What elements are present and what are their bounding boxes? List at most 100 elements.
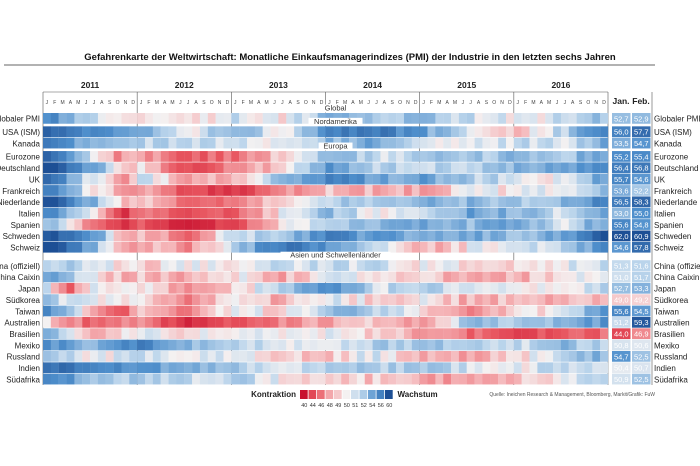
heatmap-cell — [239, 305, 248, 317]
month-label: M — [265, 100, 269, 106]
heatmap-cell — [451, 126, 460, 138]
heatmap-cell — [553, 185, 562, 196]
row-label-left: USA (ISM) — [2, 128, 40, 137]
heatmap-cell — [568, 271, 577, 283]
heatmap-cell — [435, 351, 444, 362]
heatmap-cell — [427, 207, 436, 219]
heatmap-cell — [294, 162, 303, 174]
heatmap-cell — [553, 271, 562, 283]
heatmap-cell — [168, 185, 177, 196]
heatmap-cell — [66, 339, 75, 351]
heatmap-cell — [262, 137, 271, 149]
heatmap-cell — [105, 305, 114, 317]
heatmap-cell — [192, 328, 201, 340]
heatmap-cell — [168, 271, 177, 283]
heatmap-cell — [333, 219, 342, 230]
heatmap-cell — [215, 282, 224, 294]
heatmap-cell — [529, 260, 538, 271]
heatmap-cell — [356, 230, 365, 242]
heatmap-cell — [168, 294, 177, 305]
heatmap-cell — [482, 328, 491, 340]
month-label: M — [453, 100, 457, 106]
heatmap-cell — [498, 294, 507, 305]
heatmap-cell — [403, 230, 412, 242]
heatmap-cell — [317, 339, 326, 351]
heatmap-cell — [443, 241, 452, 253]
heatmap-cell — [380, 316, 389, 328]
legend-tick: 60 — [386, 403, 392, 409]
heatmap-cell — [356, 282, 365, 294]
heatmap-cell — [411, 373, 420, 385]
month-label: M — [531, 100, 535, 106]
heatmap-cell — [458, 113, 467, 124]
heatmap-cell — [388, 185, 397, 196]
heatmap-cell — [145, 362, 154, 374]
heatmap-cell — [168, 260, 177, 271]
heatmap-cell — [121, 230, 130, 242]
heatmap-cell — [568, 294, 577, 305]
heatmap-cell — [592, 260, 601, 271]
heatmap-cell — [278, 271, 287, 283]
heatmap-cell — [82, 260, 91, 271]
heatmap-cell — [270, 271, 279, 283]
legend-tick: 50 — [344, 403, 350, 409]
row-label-left: Deutschland — [0, 164, 40, 173]
heatmap-cell — [105, 294, 114, 305]
heatmap-cell — [458, 185, 467, 196]
heatmap-cell — [466, 282, 475, 294]
heatmap-cell — [553, 373, 562, 385]
heatmap-cell — [43, 126, 51, 138]
heatmap-cell — [451, 230, 460, 242]
heatmap-cell — [482, 260, 491, 271]
heatmap-cell — [600, 196, 609, 208]
heatmap-cell — [176, 351, 185, 362]
heatmap-cell — [97, 151, 106, 162]
heatmap-cell — [325, 162, 334, 174]
heatmap-cell — [427, 137, 436, 149]
heatmap-cell — [403, 207, 412, 219]
month-label: F — [147, 100, 150, 106]
latest-value: 57,7 — [634, 128, 649, 137]
heatmap-cell — [443, 351, 452, 362]
heatmap-cell — [545, 151, 554, 162]
heatmap-cell — [451, 113, 460, 124]
heatmap-cell — [121, 162, 130, 174]
heatmap-cell — [600, 260, 609, 271]
heatmap-cell — [192, 207, 201, 219]
heatmap-cell — [521, 241, 530, 253]
heatmap-cell — [474, 196, 483, 208]
heatmap-cell — [396, 196, 405, 208]
heatmap-cell — [317, 241, 326, 253]
heatmap-cell — [576, 137, 585, 149]
heatmap-cell — [286, 351, 295, 362]
heatmap-cell — [239, 173, 248, 185]
heatmap-cell — [82, 113, 91, 124]
month-label: D — [508, 100, 512, 106]
latest-value-box — [612, 241, 631, 253]
heatmap-cell — [576, 230, 585, 242]
latest-value: 56,8 — [634, 164, 649, 173]
heatmap-cell — [513, 282, 522, 294]
heatmap-cell — [270, 185, 279, 196]
heatmap-cell — [490, 328, 499, 340]
heatmap-cell — [207, 162, 216, 174]
heatmap-cell — [568, 196, 577, 208]
heatmap-cell — [184, 282, 193, 294]
heatmap-cell — [600, 294, 609, 305]
heatmap-cell — [192, 137, 201, 149]
heatmap-cell — [160, 316, 169, 328]
heatmap-cell — [90, 162, 99, 174]
heatmap-cell — [380, 151, 389, 162]
heatmap-cell — [74, 362, 83, 374]
heatmap-cell — [466, 260, 475, 271]
heatmap-cell — [349, 305, 358, 317]
heatmap-cell — [388, 351, 397, 362]
row-label-left: Schweden — [3, 232, 40, 241]
heatmap-cell — [231, 294, 240, 305]
heatmap-cell — [43, 305, 51, 317]
heatmap-cell — [90, 185, 99, 196]
heatmap-cell — [388, 271, 397, 283]
heatmap-cell — [553, 305, 562, 317]
heatmap-cell — [121, 173, 130, 185]
heatmap-cell — [184, 271, 193, 283]
